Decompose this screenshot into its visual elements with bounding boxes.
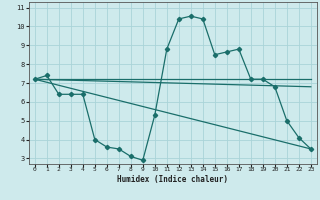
X-axis label: Humidex (Indice chaleur): Humidex (Indice chaleur) xyxy=(117,175,228,184)
